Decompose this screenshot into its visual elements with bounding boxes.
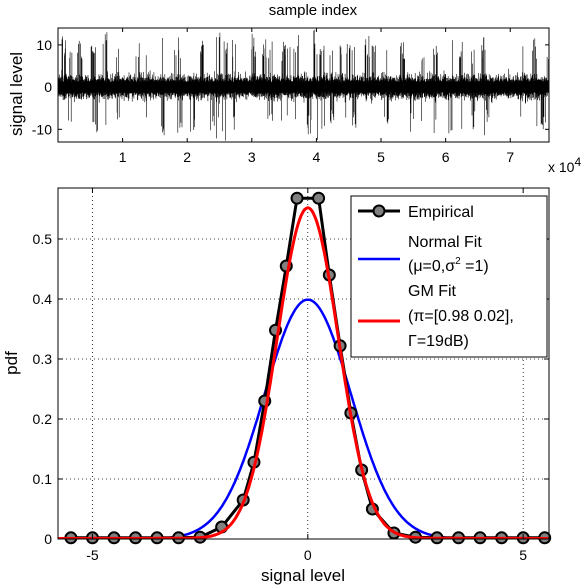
empirical-point: [312, 191, 326, 205]
top-xtick-label: 6: [442, 149, 450, 165]
x-exponent-base: x 10: [548, 159, 575, 175]
top-xtick-label: 2: [183, 149, 191, 165]
legend-gm-label-1: GM Fit: [408, 283, 457, 300]
top-ytick-label: 10: [36, 37, 52, 53]
bottom-panel-grid: [58, 188, 549, 539]
legend-gm-label-2: (π=[0.98 0.02],: [408, 308, 514, 325]
bottom-panel-xlabel: signal level: [261, 566, 345, 585]
legend-empirical-label: Empirical: [408, 204, 474, 221]
x-exponent-power: 4: [574, 155, 581, 169]
x-exponent-label: x 104: [548, 155, 581, 175]
bottom-panel: -5 0 5 0 0.1 0.2 0.3 0.4 0.5 signal level pdf Em…: [2, 187, 552, 585]
bottom-ytick-label: 0.4: [33, 291, 53, 307]
bottom-ytick-label: 0.3: [33, 351, 53, 367]
bottom-xtick-label: -5: [86, 547, 99, 563]
legend-box: [350, 195, 548, 358]
top-panel-ticks: 1 2 3 4 5 6 7 -10 0 10: [32, 28, 549, 165]
gm-fit-curve: [58, 206, 549, 539]
top-ytick-label: -10: [32, 121, 52, 137]
bottom-xtick-label: 0: [304, 547, 312, 563]
top-panel: sample index signal level 1 2 3 4 5 6 7-10010 …: [7, 2, 581, 175]
bottom-panel-axes: [57, 187, 550, 540]
top-ytick-label: 0: [44, 79, 52, 95]
top-xtick-label: 7: [506, 149, 514, 165]
signal-trace: [58, 29, 549, 141]
bottom-ytick-label: 0.5: [33, 231, 53, 247]
top-xtick-label: 5: [377, 149, 385, 165]
legend-gm-label-3: Γ=19dB): [408, 333, 469, 350]
bottom-panel-ticks: -5 0 5 0 0.1 0.2 0.3 0.4 0.5: [33, 188, 549, 563]
legend-normal-label-2: (μ=0,σ2 =1): [408, 256, 489, 275]
top-xtick-label: 3: [248, 149, 256, 165]
bottom-xtick-label: 5: [519, 547, 527, 563]
top-xtick-label: 1: [119, 149, 127, 165]
bottom-panel-ylabel: pdf: [2, 351, 21, 375]
legend-normal-label-1: Normal Fit: [408, 234, 482, 251]
empirical-point: [290, 191, 304, 205]
top-xtick-label: 4: [313, 149, 321, 165]
top-panel-ylabel: signal level: [7, 52, 26, 136]
bottom-ytick-label: 0.1: [33, 471, 53, 487]
bottom-ytick-label: 0: [44, 531, 52, 547]
legend: Empirical Normal Fit (μ=0,σ2 =1) GM Fit …: [350, 195, 548, 358]
top-panel-title: sample index: [269, 2, 358, 19]
legend-empirical-marker: [372, 204, 386, 218]
bottom-ytick-label: 0.2: [33, 411, 53, 427]
